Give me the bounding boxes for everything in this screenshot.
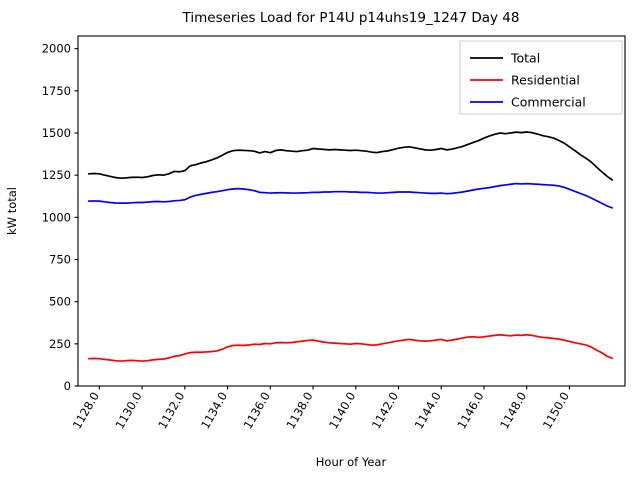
series-line-commercial [87, 182, 614, 209]
y-tick-label: 250 [49, 337, 71, 351]
plot-axes [77, 35, 626, 387]
series-line-residential [87, 333, 614, 362]
legend-label-commercial: Commercial [511, 95, 586, 110]
y-tick-label: 0 [64, 379, 71, 393]
y-tick-label: 2000 [42, 42, 71, 56]
y-tick-label: 1750 [42, 84, 71, 98]
y-tick-label: 500 [49, 295, 71, 309]
series-line-total [87, 131, 614, 181]
y-axis-ticks: 0 250 500 750 1000 1250 1500 1750 2000 [42, 42, 78, 393]
y-tick-label: 750 [49, 252, 71, 266]
y-axis-label: kW total [5, 187, 19, 235]
series-lines [87, 131, 614, 362]
y-tick-label: 1250 [42, 168, 71, 182]
chart-title: Timeseries Load for P14U p14uhs19_1247 D… [182, 10, 520, 26]
y-tick-label: 1500 [42, 126, 71, 140]
x-axis-label: Hour of Year [316, 455, 387, 469]
y-tick-label: 1000 [42, 210, 71, 224]
chart-legend[interactable]: Total Residential Commercial [459, 40, 623, 115]
plot-frame [77, 35, 626, 387]
legend-background [459, 40, 623, 115]
legend-label-residential: Residential [511, 73, 580, 88]
legend-label-total: Total [510, 51, 540, 66]
